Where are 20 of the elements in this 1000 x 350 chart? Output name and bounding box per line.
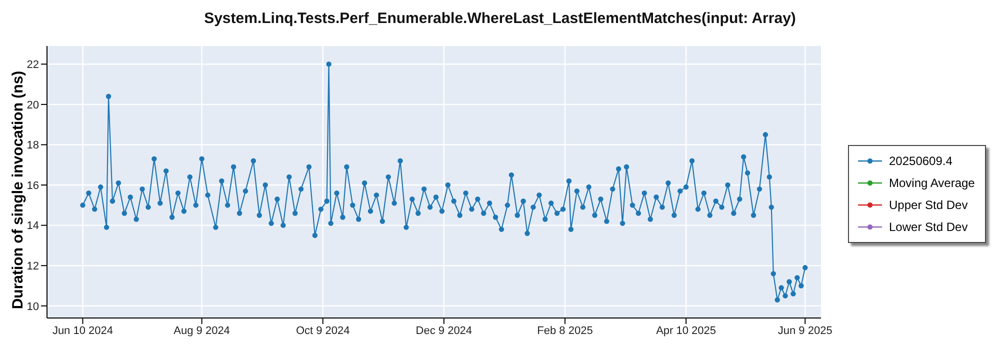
- legend-label: Upper Std Dev: [889, 198, 968, 212]
- y-tick-label: 14: [26, 220, 39, 232]
- x-tick-label: Dec 9 2024: [416, 324, 472, 337]
- y-tick-label: 18: [26, 140, 39, 152]
- y-tick-label: 12: [26, 260, 39, 273]
- x-tick-label: Jun 10 2024: [52, 324, 114, 337]
- y-tick-label: 16: [26, 180, 39, 192]
- y-tick-label: 20: [26, 99, 39, 112]
- x-tick-label: Aug 9 2024: [174, 324, 230, 337]
- x-tick-label: Jun 9 2025: [778, 324, 832, 337]
- y-tick-label: 22: [26, 59, 39, 72]
- x-tick-label: Oct 9 2024: [296, 324, 350, 337]
- y-axis-title: Duration of single invocation (ns): [10, 70, 26, 310]
- legend-label: 20250609.4: [889, 154, 952, 168]
- legend-label: Lower Std Dev: [889, 220, 968, 234]
- y-tick-label: 10: [26, 300, 39, 313]
- x-tick-label: Apr 10 2025: [656, 324, 716, 337]
- legend-label: Moving Average: [889, 176, 975, 190]
- chart-title: System.Linq.Tests.Perf_Enumerable.WhereLast_LastElementMatches(input: Array): [203, 9, 797, 29]
- x-tick-label: Feb 8 2025: [537, 324, 593, 337]
